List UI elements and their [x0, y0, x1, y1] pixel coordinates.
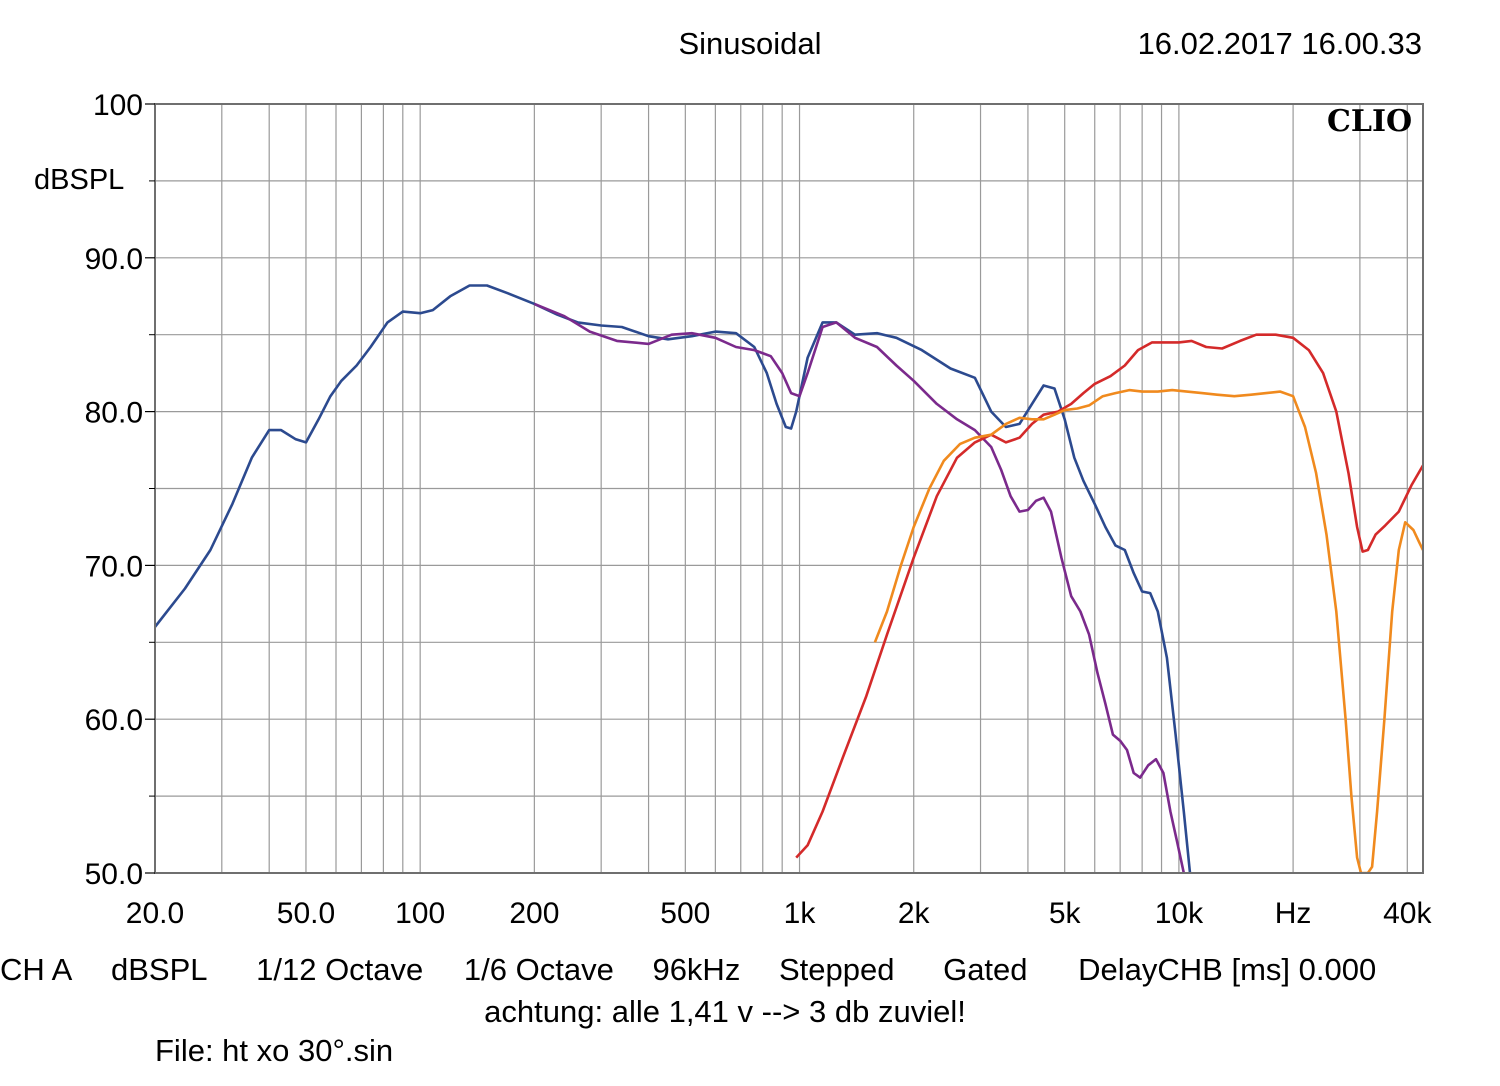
- setting-gating: Gated: [943, 952, 1028, 987]
- x-tick-label: 10k: [1155, 897, 1204, 930]
- x-tick-label: 1k: [784, 897, 817, 930]
- clio-logo: CLIO: [1327, 104, 1413, 139]
- setting-sweep-mode: Stepped: [778, 952, 895, 987]
- setting-smoothing: 1/6 Octave: [463, 952, 614, 987]
- measurement-note: achtung: alle 1,41 v --> 3 db zuviel!: [484, 994, 966, 1029]
- chart-series-group: [155, 284, 1423, 873]
- x-tick-label: 5k: [1049, 897, 1082, 930]
- y-axis-label: dBSPL: [34, 164, 125, 196]
- x-tick-label: 2k: [898, 897, 931, 930]
- y-axis-tick-labels: 100 90.0 80.0 70.0 60.0 50.0: [85, 89, 155, 891]
- y-tick-label: 70.0: [85, 550, 143, 583]
- measurement-timestamp: 16.02.2017 16.00.33: [1137, 26, 1422, 61]
- y-tick-label: 60.0: [85, 704, 143, 737]
- series-line-4: [873, 388, 1423, 873]
- y-tick-label: 90.0: [85, 243, 143, 276]
- setting-sample-rate: 96kHz: [652, 952, 741, 987]
- x-tick-label: 200: [509, 897, 559, 930]
- chart-grid: [154, 103, 1423, 874]
- chart-title: Sinusoidal: [678, 26, 822, 61]
- file-name: File: ht xo 30°.sin: [155, 1033, 394, 1068]
- setting-delay: DelayCHB [ms] 0.000: [1078, 952, 1377, 987]
- x-axis-tick-labels: 20.0 50.0 100 200 500 1k 2k 5k 10k Hz 40k: [126, 897, 1433, 930]
- series-line-1: [155, 284, 1192, 873]
- y-tick-label: 50.0: [85, 858, 143, 891]
- series-line-2: [533, 302, 1186, 873]
- x-tick-label: 50.0: [277, 897, 335, 930]
- x-tick-label: 40k: [1383, 897, 1432, 930]
- x-tick-label: 100: [395, 897, 445, 930]
- measurement-settings-row: CH A dBSPL 1/12 Octave 1/6 Octave 96kHz …: [0, 952, 1376, 988]
- setting-unit: dBSPL: [110, 952, 208, 987]
- x-tick-label: 20.0: [126, 897, 184, 930]
- setting-channel: CH A: [0, 952, 73, 987]
- x-tick-label: 500: [660, 897, 710, 930]
- y-tick-label: 80.0: [85, 397, 143, 430]
- y-tick-label: 100: [93, 89, 143, 122]
- setting-resolution: 1/12 Octave: [256, 952, 424, 987]
- series-line-3: [795, 333, 1423, 859]
- x-tick-label: Hz: [1275, 897, 1312, 930]
